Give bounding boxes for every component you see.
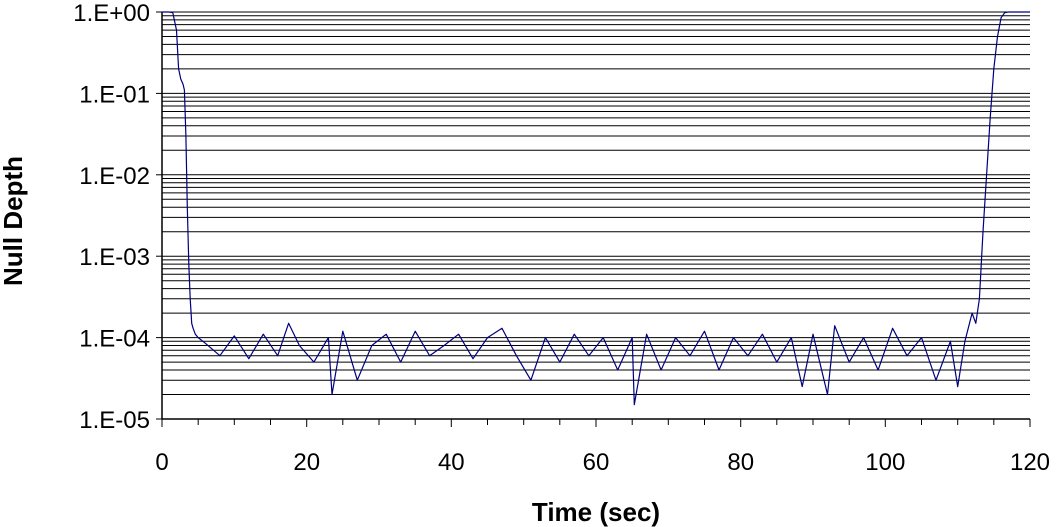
x-axis-title: Time (sec) — [532, 497, 660, 527]
x-tick-labels: 0 20 40 60 80 100 120 — [155, 449, 1050, 476]
y-tick-label: 1.E-04 — [79, 326, 150, 353]
y-tick-label: 1.E-01 — [79, 81, 150, 108]
x-tick-label: 120 — [1010, 449, 1050, 476]
y-axis-title: Null Depth — [0, 156, 28, 286]
y-tick-label: 1.E+00 — [73, 0, 150, 27]
x-tick-label: 80 — [727, 449, 754, 476]
y-tick-labels: 1.E+00 1.E-01 1.E-02 1.E-03 1.E-04 1.E-05 — [73, 0, 150, 434]
y-tick-label: 1.E-05 — [79, 407, 150, 434]
x-tick-label: 20 — [293, 449, 320, 476]
x-tick-label: 0 — [155, 449, 168, 476]
axes — [156, 11, 1031, 427]
y-tick-label: 1.E-03 — [79, 244, 150, 271]
x-tick-label: 100 — [865, 449, 905, 476]
x-tick-label: 60 — [583, 449, 610, 476]
plot-area — [162, 12, 1030, 419]
grid-lines — [162, 11, 1030, 420]
series-group — [162, 11, 1030, 406]
x-tick-label: 40 — [438, 449, 465, 476]
series-line — [162, 11, 1030, 406]
y-tick-label: 1.E-02 — [79, 163, 150, 190]
